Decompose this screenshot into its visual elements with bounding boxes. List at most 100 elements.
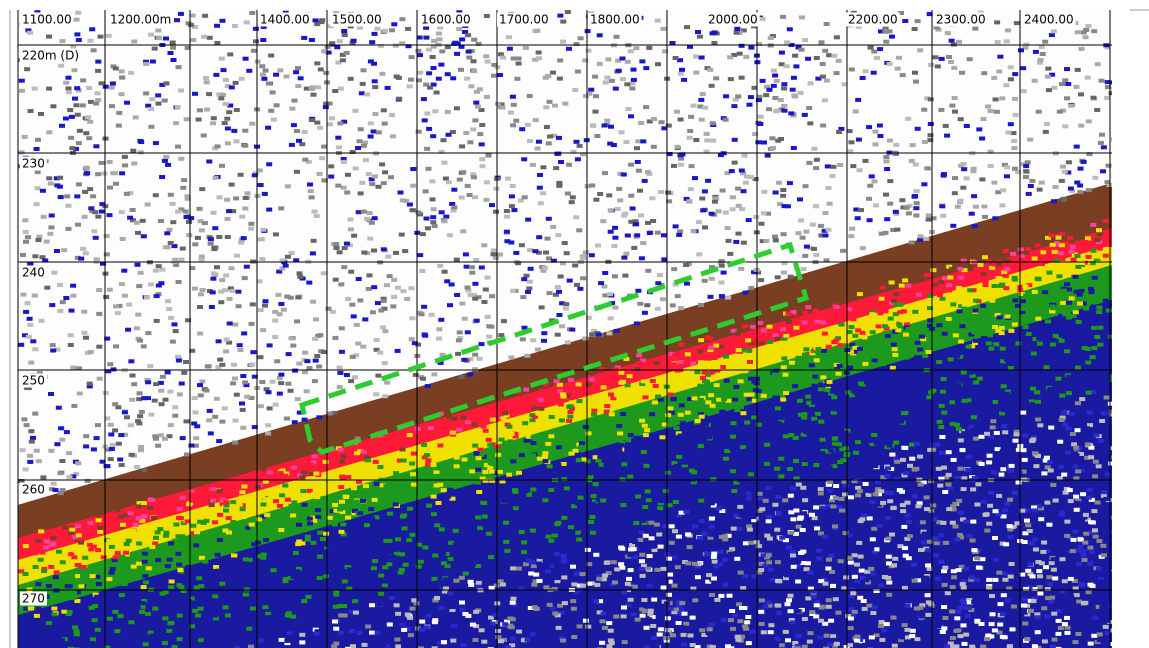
speckle (1058, 626, 1064, 630)
speckle (277, 312, 283, 316)
speckle (817, 302, 823, 306)
speckle (1101, 553, 1107, 557)
speckle (1054, 400, 1060, 404)
speckle (445, 502, 451, 506)
speckle (918, 274, 924, 278)
speckle (153, 269, 159, 273)
speckle (382, 361, 388, 365)
speckle (981, 272, 987, 276)
speckle (795, 580, 801, 584)
speckle (588, 418, 594, 422)
speckle (239, 621, 245, 625)
speckle (719, 294, 725, 298)
speckle (203, 611, 209, 615)
speckle (983, 283, 989, 287)
speckle (223, 274, 229, 278)
speckle (1032, 451, 1038, 455)
speckle (876, 324, 882, 328)
speckle (134, 326, 140, 330)
speckle (569, 200, 575, 204)
speckle (1075, 428, 1081, 432)
speckle (393, 566, 399, 570)
speckle (76, 141, 82, 145)
speckle (93, 102, 99, 106)
speckle (972, 309, 978, 313)
echogram[interactable] (18, 10, 1118, 648)
speckle (543, 251, 549, 255)
speckle (981, 205, 987, 209)
speckle (834, 71, 840, 75)
speckle (773, 238, 779, 242)
speckle (778, 416, 784, 420)
speckle (1076, 562, 1082, 566)
speckle (112, 610, 118, 614)
speckle (56, 633, 62, 637)
speckle (706, 573, 712, 577)
speckle (447, 591, 453, 595)
speckle (25, 235, 31, 239)
speckle (944, 644, 950, 648)
speckle (21, 293, 27, 297)
speckle (226, 531, 232, 535)
speckle (220, 19, 226, 23)
speckle (1052, 323, 1058, 327)
speckle (366, 287, 372, 291)
speckle (706, 435, 712, 439)
speckle (371, 249, 377, 253)
speckle (46, 130, 52, 134)
speckle (1096, 612, 1102, 616)
speckle (54, 249, 60, 253)
speckle (461, 416, 467, 420)
speckle (899, 635, 905, 639)
speckle (877, 47, 883, 51)
speckle (333, 518, 339, 522)
speckle (528, 400, 534, 404)
speckle (155, 444, 161, 448)
speckle (259, 257, 265, 261)
speckle (72, 97, 78, 101)
speckle (509, 194, 515, 198)
speckle (225, 235, 231, 239)
speckle (875, 480, 881, 484)
speckle (510, 123, 516, 127)
speckle (992, 628, 998, 632)
speckle (352, 109, 358, 113)
speckle (426, 71, 432, 75)
speckle (404, 548, 410, 552)
speckle (409, 55, 415, 59)
speckle (1077, 184, 1083, 188)
speckle (970, 520, 976, 524)
speckle (237, 348, 243, 352)
speckle (95, 423, 101, 427)
speckle (913, 163, 919, 167)
speckle (783, 630, 789, 634)
speckle (340, 522, 346, 526)
speckle (309, 599, 315, 603)
speckle (660, 297, 666, 301)
speckle (868, 46, 874, 50)
speckle (351, 39, 357, 43)
speckle (866, 125, 872, 129)
speckle (709, 525, 715, 529)
speckle (924, 387, 930, 391)
speckle (48, 225, 54, 229)
speckle (1022, 433, 1028, 437)
speckle (1028, 559, 1034, 563)
speckle (843, 484, 849, 488)
speckle (58, 195, 64, 199)
speckle (301, 599, 307, 603)
speckle (739, 457, 745, 461)
speckle (372, 559, 378, 563)
speckle (292, 99, 298, 103)
speckle (445, 110, 451, 114)
speckle (156, 102, 162, 106)
speckle (922, 376, 928, 380)
speckle (913, 214, 919, 218)
speckle (313, 609, 319, 613)
speckle (942, 276, 948, 280)
speckle (482, 519, 488, 523)
speckle (32, 347, 38, 351)
speckle (621, 462, 627, 466)
speckle (608, 393, 614, 397)
speckle (486, 335, 492, 339)
